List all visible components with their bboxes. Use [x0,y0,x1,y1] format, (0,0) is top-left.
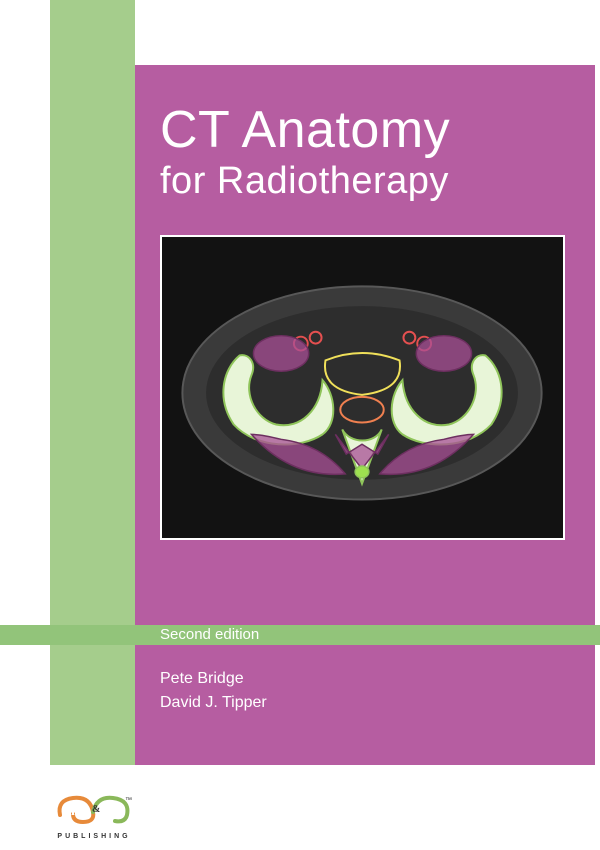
title-line-2: for Radiotherapy [160,160,449,203]
publisher-text: PUBLISHING [55,833,133,840]
green-block-side-lower [50,645,135,765]
svg-text:k: k [104,804,112,819]
svg-text:m: m [71,804,83,819]
title-line-1: CT Anatomy [160,100,450,160]
book-cover: CT Anatomy for Radiotherapy [0,0,600,850]
author-1: Pete Bridge [160,670,244,688]
ct-image-panel [160,235,565,540]
green-block-side-upper [50,65,135,625]
green-horizontal-stripe [0,625,600,645]
svg-text:™: ™ [125,797,132,804]
svg-text:&: & [92,804,100,815]
edition-label: Second edition [160,625,259,645]
author-2: David J. Tipper [160,694,267,712]
green-block-top [50,0,135,65]
mk-logo-icon: m & k ™ [55,790,133,826]
ct-scan-illustration [162,237,563,538]
publisher-logo: m & k ™ PUBLISHING [55,790,133,840]
